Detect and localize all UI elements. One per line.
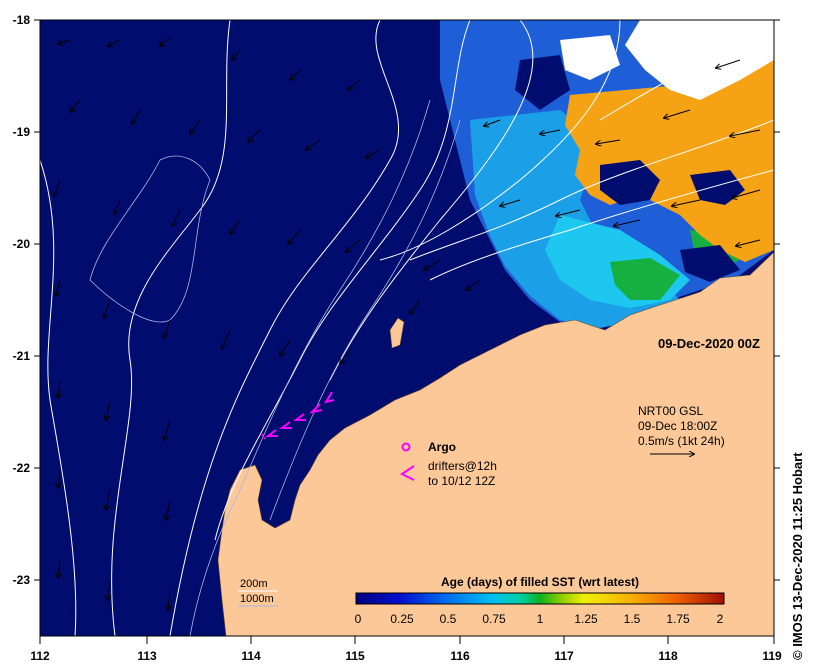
y-tick-label: -22 bbox=[13, 461, 31, 475]
current-model: NRT00 GSL bbox=[638, 404, 703, 418]
x-tick-label: 119 bbox=[762, 649, 782, 663]
sst-patches bbox=[440, 20, 774, 328]
y-axis bbox=[34, 19, 780, 581]
y-tick-label: -18 bbox=[13, 13, 31, 27]
depth-legend: 200m 1000m bbox=[238, 578, 278, 607]
x-tick-label: 115 bbox=[345, 649, 365, 663]
colorbar-gradient bbox=[355, 592, 725, 605]
current-vectors bbox=[54, 37, 761, 610]
current-time: 09-Dec 18:00Z bbox=[638, 419, 717, 433]
current-scale-info: NRT00 GSL 09-Dec 18:00Z 0.5m/s (1kt 24h) bbox=[638, 404, 725, 454]
colorbar-tick: 0 bbox=[355, 612, 362, 626]
bathymetry-contours bbox=[40, 20, 774, 636]
drifter-label-line1: drifters@12h bbox=[428, 459, 497, 473]
colorbar-title: Age (days) of filled SST (wrt latest) bbox=[441, 575, 639, 589]
argo-label: Argo bbox=[428, 440, 456, 454]
x-tick-label: 118 bbox=[658, 649, 678, 663]
x-tick-label: 113 bbox=[137, 649, 157, 663]
y-tick-label: -21 bbox=[13, 349, 31, 363]
colorbar-tick: 1.75 bbox=[666, 612, 690, 626]
argo-legend: Argo bbox=[401, 440, 456, 454]
x-tick-label: 117 bbox=[554, 649, 574, 663]
colorbar-tick: 1.5 bbox=[624, 612, 641, 626]
x-tick-labels: 112 113 114 115 116 117 118 119 bbox=[30, 649, 782, 663]
depth-1000-label: 1000m bbox=[240, 593, 274, 605]
drifter-marker-icon bbox=[400, 465, 415, 481]
y-tick-labels: -18 -19 -20 -21 -22 -23 bbox=[13, 13, 31, 587]
colorbar-tick: 0.75 bbox=[482, 612, 506, 626]
drifter-legend: drifters@12h to 10/12 12Z bbox=[400, 459, 497, 488]
depth-200-label: 200m bbox=[240, 578, 268, 590]
island bbox=[389, 317, 405, 349]
colorbar-tick: 1.25 bbox=[574, 612, 598, 626]
x-tick-label: 116 bbox=[450, 649, 470, 663]
x-tick-label: 114 bbox=[241, 649, 261, 663]
x-tick-label: 112 bbox=[30, 649, 50, 663]
colorbar-tick: 0.25 bbox=[390, 612, 414, 626]
map-date: 09-Dec-2020 00Z bbox=[658, 336, 760, 351]
argo-marker-icon bbox=[401, 442, 411, 452]
colorbar: Age (days) of filled SST (wrt latest) 0 … bbox=[355, 575, 725, 626]
y-tick-label: -20 bbox=[13, 237, 31, 251]
drifter-label-line2: to 10/12 12Z bbox=[428, 474, 495, 488]
colorbar-tick: 0.5 bbox=[440, 612, 457, 626]
y-tick-label: -23 bbox=[13, 573, 31, 587]
credit-text: © IMOS 13-Dec-2020 11:25 Hobart bbox=[790, 452, 805, 660]
colorbar-tick: 1 bbox=[537, 612, 544, 626]
x-axis bbox=[39, 636, 775, 644]
drifter-tracks bbox=[261, 391, 335, 441]
plot-frame bbox=[39, 19, 775, 637]
colorbar-tick: 2 bbox=[717, 612, 724, 626]
current-scale: 0.5m/s (1kt 24h) bbox=[638, 434, 725, 448]
y-tick-label: -19 bbox=[13, 125, 31, 139]
